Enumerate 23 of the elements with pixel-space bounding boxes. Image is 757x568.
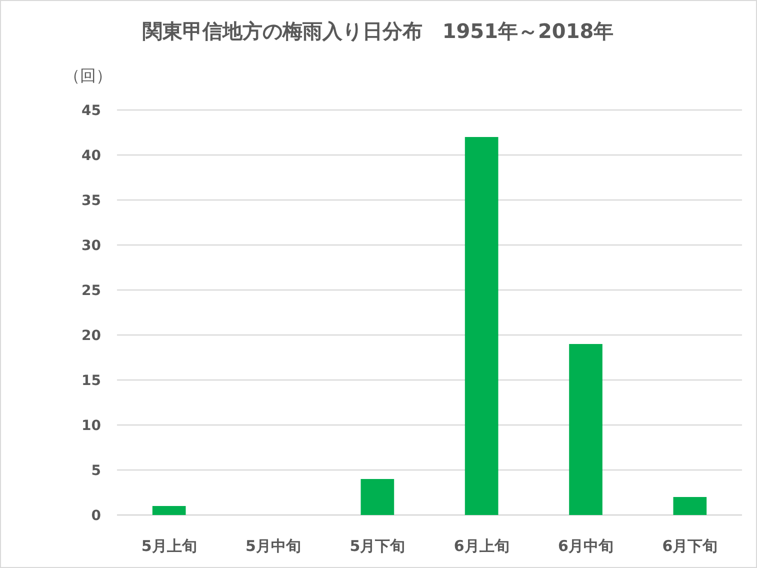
y-tick-label: 35 (82, 193, 101, 209)
bar (673, 497, 707, 515)
y-tick-label: 5 (91, 463, 101, 479)
bar (152, 506, 186, 515)
x-tick-label: 5月中旬 (246, 537, 301, 555)
y-tick-label: 40 (82, 148, 102, 164)
y-tick-label: 0 (91, 508, 102, 524)
y-tick-label: 30 (82, 238, 102, 254)
bar (360, 479, 394, 515)
chart-title: 関東甲信地方の梅雨入り日分布 1951年～2018年 (142, 19, 614, 43)
y-tick-label: 15 (82, 373, 101, 389)
y-tick-label: 45 (82, 103, 101, 119)
y-tick-label: 10 (82, 418, 102, 434)
y-tick-label: 20 (82, 328, 102, 344)
y-tick-label: 25 (82, 283, 101, 299)
bar (569, 344, 602, 515)
bar (464, 137, 498, 515)
x-tick-label: 6月下旬 (662, 537, 718, 555)
x-tick-label: 6月上旬 (454, 537, 510, 555)
x-tick-label: 6月中旬 (558, 537, 614, 555)
x-tick-label: 5月上旬 (141, 537, 197, 555)
x-tick-label: 5月下旬 (350, 537, 406, 555)
y-axis-title: （回） (64, 66, 112, 85)
